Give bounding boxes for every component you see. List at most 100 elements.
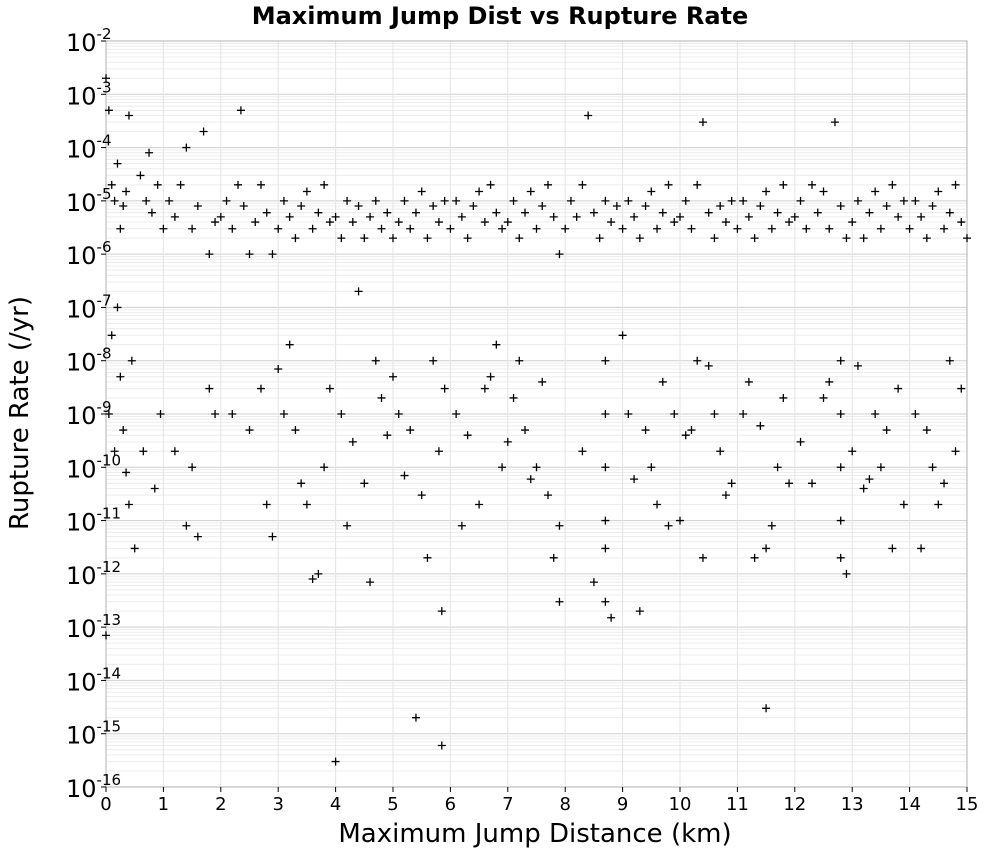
data-point (102, 74, 110, 83)
data-point (377, 393, 386, 402)
data-point (211, 410, 220, 418)
data-point (102, 631, 110, 640)
data-point (785, 218, 794, 227)
data-point (653, 500, 662, 509)
data-point (205, 250, 214, 259)
data-point (354, 287, 363, 296)
data-point (578, 180, 587, 189)
data-point (727, 196, 736, 205)
data-point (710, 410, 719, 418)
data-point (773, 463, 782, 472)
data-point (113, 159, 122, 168)
data-point (503, 437, 512, 446)
data-point (825, 377, 834, 386)
y-tick-label: 10-10 (66, 451, 121, 483)
data-point (480, 384, 489, 393)
data-point (538, 377, 547, 386)
data-point (205, 384, 214, 393)
data-point (555, 521, 564, 530)
y-tick-label: 10-12 (66, 558, 121, 590)
data-point (779, 180, 788, 189)
data-point (314, 208, 323, 217)
data-point (836, 202, 845, 211)
data-point (830, 118, 839, 127)
data-point (411, 713, 420, 722)
data-point (170, 447, 179, 456)
data-point (216, 212, 225, 221)
data-point (681, 431, 690, 440)
data-point (136, 171, 145, 180)
data-point (119, 202, 128, 211)
y-tick-label: 10-13 (66, 611, 121, 643)
data-point (601, 516, 610, 525)
data-point (836, 553, 845, 562)
data-point (825, 224, 834, 233)
data-point (119, 426, 128, 435)
data-point (676, 516, 684, 525)
data-point (308, 575, 317, 584)
data-point (664, 180, 673, 189)
y-tick-label: 10-8 (66, 345, 112, 377)
data-point (796, 437, 805, 446)
data-point (104, 106, 113, 115)
data-point (400, 196, 409, 205)
data-point (188, 224, 197, 233)
data-point (463, 431, 472, 440)
data-point (239, 202, 248, 211)
data-point (457, 521, 466, 530)
data-point (139, 447, 148, 456)
data-point (122, 187, 131, 196)
data-point (762, 187, 771, 196)
data-point (773, 208, 782, 217)
data-point (607, 613, 616, 622)
data-point (951, 180, 960, 189)
data-point (796, 196, 805, 205)
data-point (836, 463, 845, 472)
data-point (744, 212, 753, 221)
data-point (437, 741, 446, 750)
data-point (693, 180, 702, 189)
data-point (279, 410, 288, 418)
data-point (211, 218, 220, 227)
data-point (486, 372, 495, 381)
data-point (561, 224, 570, 233)
data-point (876, 463, 885, 472)
data-point (320, 463, 329, 472)
data-point (509, 196, 518, 205)
data-point (670, 410, 679, 418)
data-point (417, 491, 426, 500)
data-point (842, 234, 851, 243)
data-point (515, 356, 524, 365)
data-point (549, 212, 558, 221)
data-point (589, 208, 598, 217)
data-point (337, 234, 346, 243)
x-tick-label: 14 (898, 794, 921, 815)
y-tick-label: 10-11 (66, 505, 121, 537)
data-point (170, 212, 179, 221)
y-tick-label: 10-5 (66, 185, 112, 217)
data-point (882, 426, 891, 435)
data-point (635, 234, 644, 243)
y-tick-label: 10-9 (66, 398, 112, 430)
data-point (521, 208, 530, 217)
data-point (934, 500, 943, 509)
data-point (145, 148, 154, 157)
data-point (698, 118, 707, 127)
data-point (245, 426, 254, 435)
data-point (819, 187, 828, 196)
x-axis-ticks: 0 1 2 3 4 5 6 7 8 9 10 11 12 13 14 15 (100, 787, 978, 815)
data-point (704, 361, 713, 370)
data-point (612, 202, 621, 211)
data-point (122, 468, 131, 477)
data-point (555, 250, 564, 259)
data-point (383, 208, 392, 217)
data-point (704, 208, 713, 217)
data-point (371, 356, 380, 365)
data-point (721, 491, 730, 500)
data-point (572, 212, 581, 221)
data-point (423, 553, 432, 562)
data-point (348, 218, 357, 227)
chart-title: Maximum Jump Dist vs Rupture Rate (251, 2, 749, 30)
x-tick-label: 6 (445, 794, 456, 815)
y-tick-label: 10-4 (66, 132, 112, 164)
